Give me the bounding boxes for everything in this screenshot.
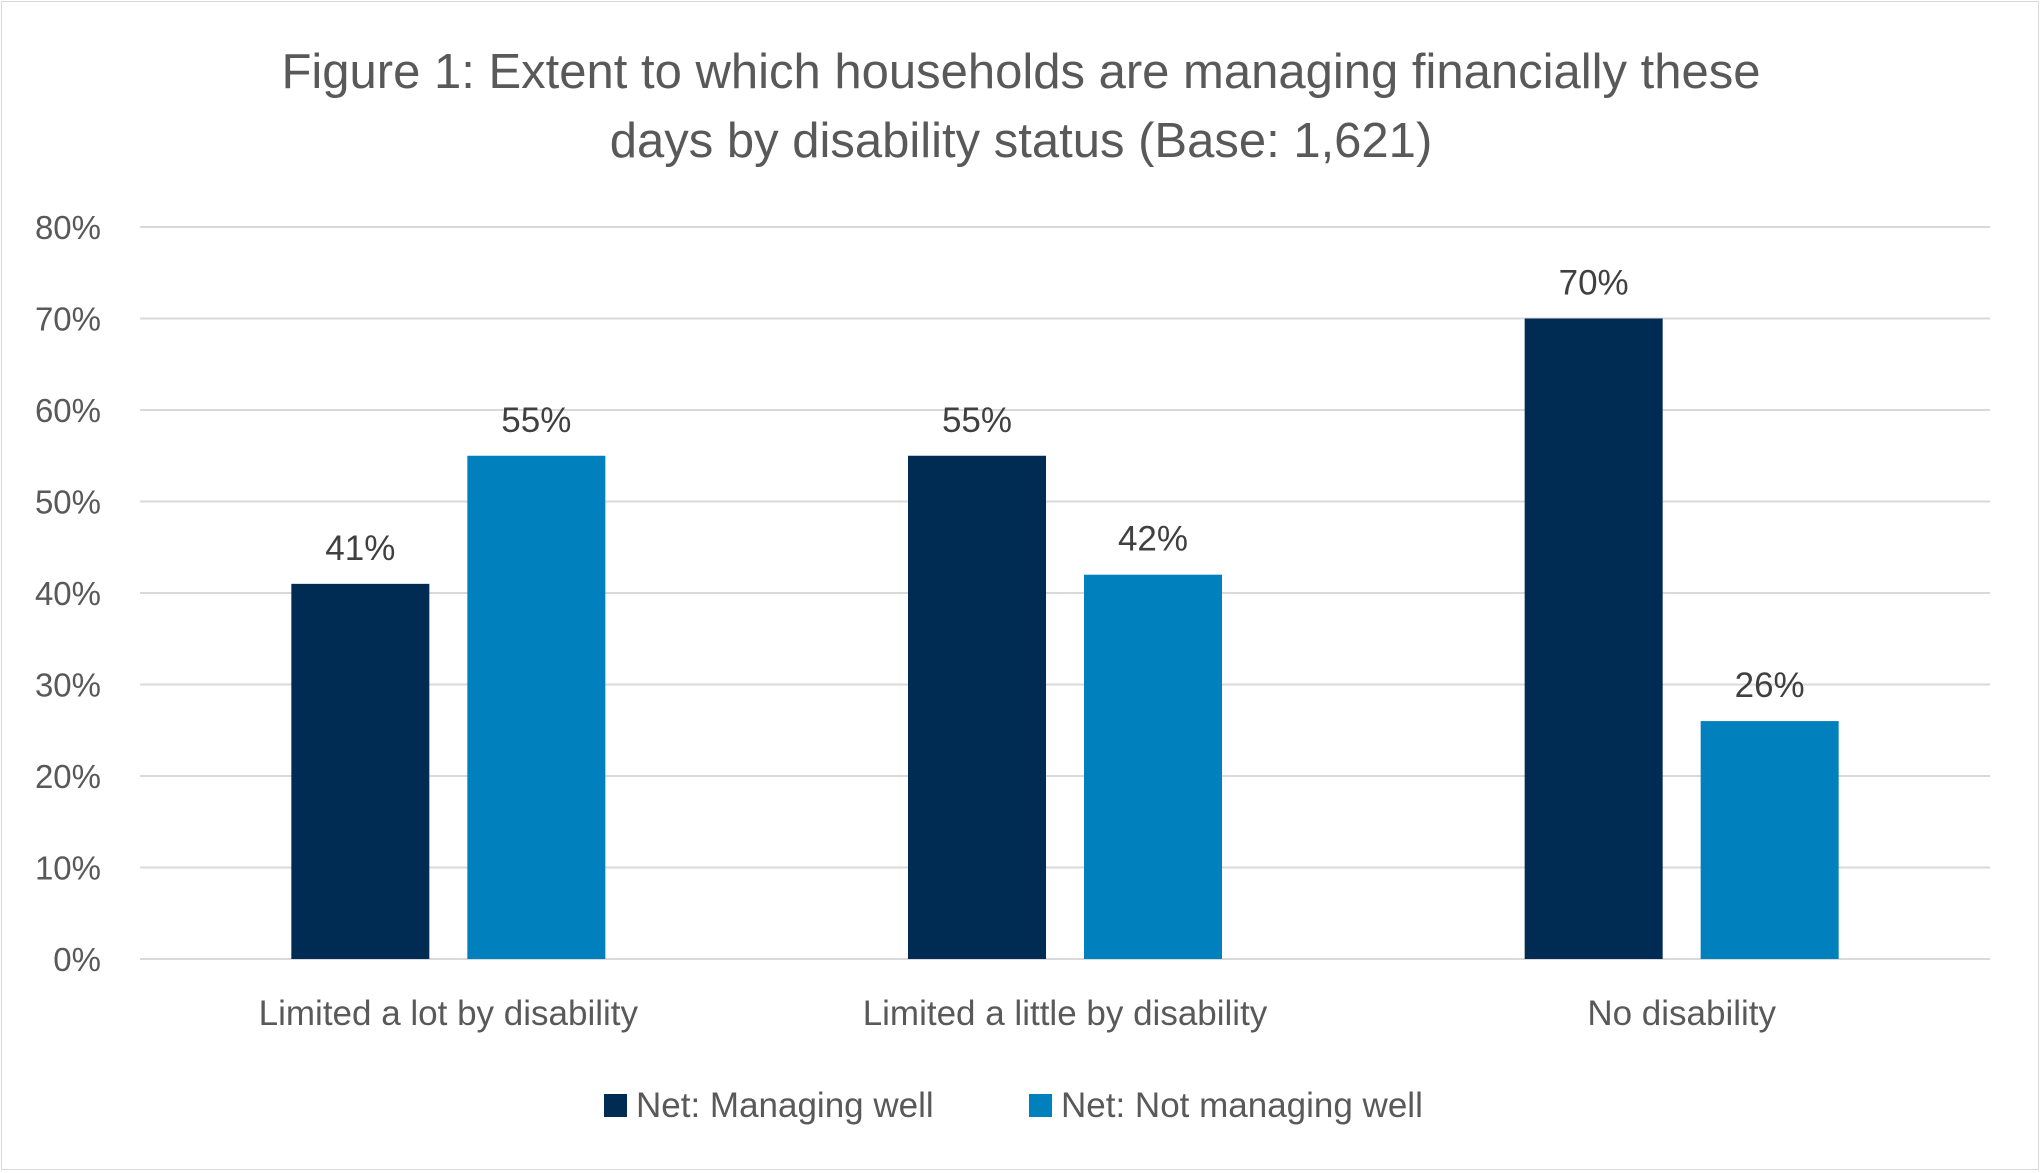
y-tick-label: 60%	[35, 392, 101, 429]
y-tick-label: 40%	[35, 575, 101, 612]
data-label: 42%	[1118, 520, 1188, 559]
legend-label: Net: Not managing well	[1061, 1086, 1423, 1125]
data-label: 26%	[1735, 666, 1805, 705]
chart-title-line-2: days by disability status (Base: 1,621)	[610, 114, 1433, 168]
bar-not-managing-well-2	[1700, 721, 1839, 959]
legend-swatch	[1029, 1094, 1052, 1117]
bar-managing-well-2	[1524, 318, 1663, 959]
y-axis-tick-labels: 0% 10% 20% 30% 40% 50% 60% 70% 80%	[35, 209, 101, 978]
y-tick-label: 80%	[35, 209, 101, 246]
data-label: 55%	[942, 401, 1012, 440]
chart-title-line-1: Figure 1: Extent to which households are…	[281, 45, 1760, 99]
x-category-label: Limited a lot by disability	[259, 994, 639, 1033]
bars	[291, 318, 1839, 959]
data-labels: 41% 55% 55% 42% 70% 26%	[325, 264, 1804, 706]
y-tick-label: 20%	[35, 758, 101, 795]
legend: Net: Managing well Net: Not managing well	[604, 1086, 1423, 1125]
gridlines	[140, 226, 1990, 960]
bar-not-managing-well-0	[467, 455, 606, 959]
y-tick-label: 30%	[35, 667, 101, 704]
bar-managing-well-0	[291, 583, 430, 959]
y-tick-label: 50%	[35, 484, 101, 521]
y-tick-label: 0%	[53, 941, 101, 978]
data-label: 70%	[1559, 264, 1629, 303]
x-axis-category-labels: Limited a lot by disability Limited a lit…	[259, 994, 1777, 1033]
legend-label: Net: Managing well	[636, 1086, 934, 1125]
bar-not-managing-well-1	[1084, 574, 1222, 959]
y-tick-label: 10%	[35, 850, 101, 887]
legend-swatch	[604, 1094, 627, 1117]
chart-title: Figure 1: Extent to which households are…	[281, 45, 1760, 168]
y-tick-label: 70%	[35, 301, 101, 338]
bar-managing-well-1	[908, 455, 1046, 959]
x-category-label: No disability	[1587, 994, 1776, 1033]
data-label: 55%	[501, 401, 571, 440]
data-label: 41%	[325, 529, 395, 568]
x-category-label: Limited a little by disability	[863, 994, 1268, 1033]
